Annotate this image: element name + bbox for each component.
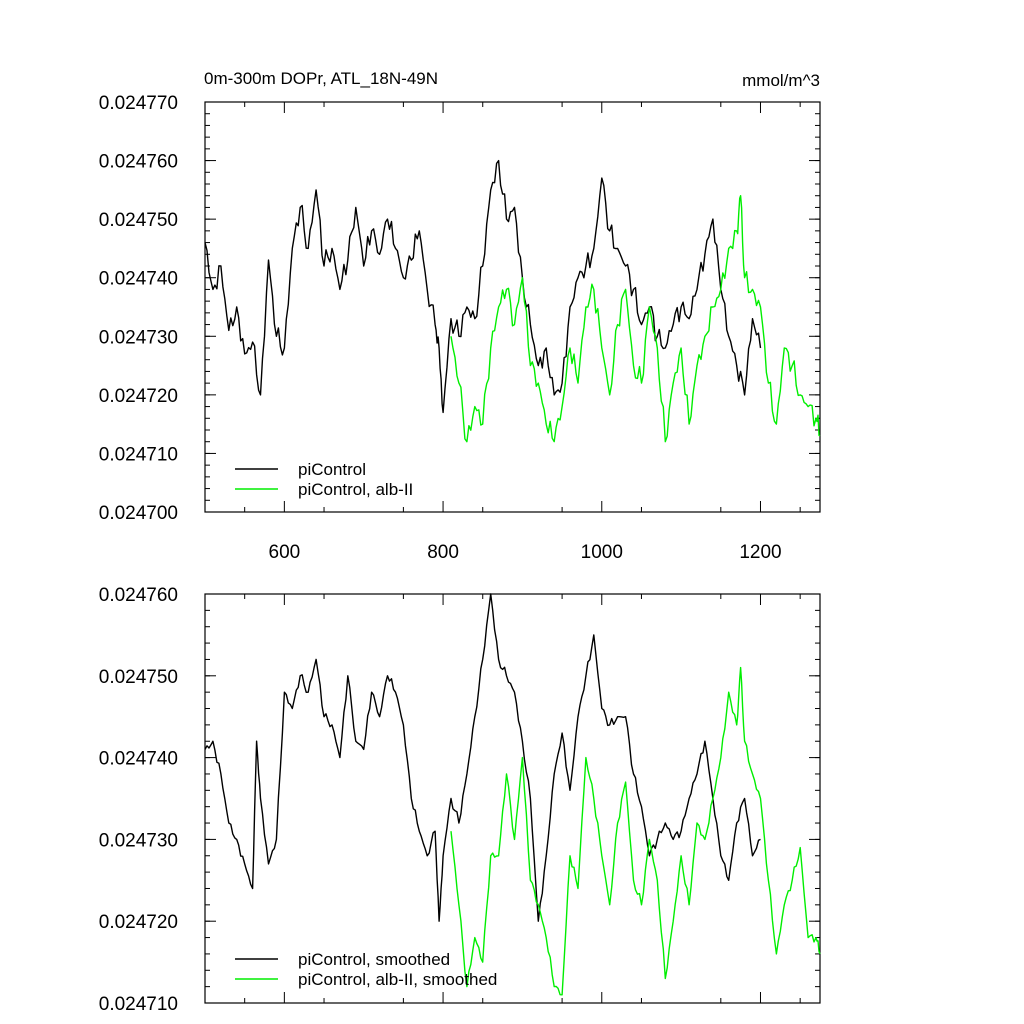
top-panel: 0.024700 0.024710 0.024720 0.024730 0.024740… [99,93,821,563]
bottom-series-line-0 [204,593,761,922]
top-plot-frame [204,101,821,513]
bottom-series-line-1 [450,666,821,996]
figure-title: 0m-300m DOPr, ATL_18N-49N [204,69,438,88]
bottom-series-lines [204,593,821,996]
bottom-panel: 0.024710 0.024720 0.024730 0.024740 0.024750… [99,585,821,1015]
x-tick-label: 1200 [739,542,781,563]
bottom-axis-ticks: 0.024710 0.024720 0.024730 0.024740 0.024750… [99,585,820,1015]
bottom-plot-frame [204,593,821,1004]
x-tick-label: 600 [269,542,301,563]
y-tick-label: 0.024760 [99,585,178,606]
legend-label: piControl [298,460,366,479]
y-tick-label: 0.024730 [99,830,178,851]
top-axis-ticks: 0.024700 0.024710 0.024720 0.024730 0.024740… [99,93,820,563]
y-tick-label: 0.024750 [99,210,178,231]
y-tick-label: 0.024710 [99,444,178,465]
top-series-lines [204,159,821,443]
legend-label: piControl, smoothed [298,950,450,969]
top-series-line-1 [450,195,821,443]
top-series-line-0 [204,159,762,414]
y-tick-label: 0.024720 [99,386,178,407]
legend-label: piControl, alb-II [298,480,413,499]
y-tick-label: 0.024760 [99,152,178,173]
y-tick-label: 0.024710 [99,994,178,1015]
y-tick-label: 0.024720 [99,912,178,933]
x-tick-label: 800 [427,542,459,563]
y-tick-label: 0.024750 [99,667,178,688]
y-tick-label: 0.024770 [99,93,178,114]
y-tick-label: 0.024700 [99,503,178,524]
y-tick-label: 0.024740 [99,269,178,290]
legend-label: piControl, alb-II, smoothed [298,970,497,989]
x-tick-label: 1000 [581,542,623,563]
y-tick-label: 0.024730 [99,327,178,348]
y-tick-label: 0.024740 [99,749,178,770]
units-label: mmol/m^3 [742,71,820,90]
